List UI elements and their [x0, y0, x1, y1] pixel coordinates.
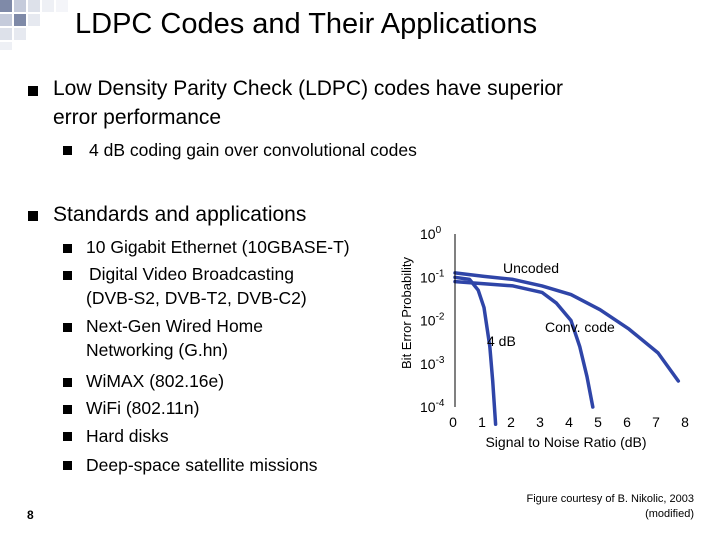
sub-bullet-marker — [63, 405, 72, 414]
y-axis-label: Bit Error Probability — [399, 257, 414, 369]
x-tick-label: 2 — [507, 414, 515, 430]
bullet-text: Low Density Parity Check (LDPC) codes ha… — [53, 77, 564, 100]
sub-bullet-marker — [63, 461, 72, 470]
annotation-gain: 4 dB — [487, 333, 516, 349]
y-tick-label: 10-2 — [420, 312, 445, 329]
bullet-text: Standards and applications — [53, 203, 307, 226]
x-tick-label: 7 — [652, 414, 660, 430]
x-tick-label: 1 — [478, 414, 486, 430]
sub-bullet-text: Networking (G.hn) — [86, 340, 228, 360]
x-tick-label: 5 — [594, 414, 602, 430]
x-tick-label: 4 — [565, 414, 573, 430]
sub-bullet-text: 4 dB coding gain over convolutional code… — [89, 140, 417, 160]
x-tick-label: 6 — [623, 414, 631, 430]
sub-bullet-marker — [63, 271, 72, 280]
credit-line: Figure courtesy of B. Nikolic, 2003 — [526, 493, 694, 505]
y-tick-label: 100 — [420, 225, 442, 242]
sub-bullet-text: Digital Video Broadcasting — [89, 264, 294, 284]
sub-bullet-text: WiFi (802.11n) — [86, 398, 200, 418]
y-tick-label: 10-3 — [420, 355, 445, 372]
curve-1 — [453, 279, 595, 409]
x-axis-label: Signal to Noise Ratio (dB) — [485, 434, 646, 450]
slide-title: LDPC Codes and Their Applications — [75, 8, 538, 40]
curve-0 — [453, 275, 498, 427]
bullet-marker — [28, 86, 38, 96]
sub-bullet-marker — [63, 378, 72, 387]
x-tick-label: 0 — [449, 414, 457, 430]
sub-bullet-text: Next-Gen Wired Home — [86, 316, 263, 336]
x-tick-label: 8 — [681, 414, 689, 430]
sub-bullet-text: WiMAX (802.16e) — [86, 371, 225, 391]
annotation-uncoded: Uncoded — [503, 260, 559, 276]
bullet-marker — [28, 211, 38, 221]
sub-bullet-marker — [63, 432, 72, 441]
corner-decoration — [0, 0, 68, 50]
bullet-text: error performance — [53, 106, 222, 129]
annotation-conv-code: Conv. code — [545, 319, 615, 335]
sub-bullet-marker — [63, 146, 72, 155]
y-tick-label: 10-4 — [420, 398, 445, 415]
sub-bullet-text: 10 Gigabit Ethernet (10GBASE-T) — [86, 237, 350, 257]
sub-bullet-text: (DVB-S2, DVB-T2, DVB-C2) — [86, 288, 307, 308]
sub-bullet-text: Deep-space satellite missions — [86, 455, 318, 475]
curve-2 — [453, 271, 681, 383]
sub-bullet-marker — [63, 323, 72, 332]
page-number: 8 — [27, 508, 34, 522]
y-tick-label: 10-1 — [420, 268, 445, 285]
credit-line: (modified) — [645, 508, 694, 520]
figure-credit: Figure courtesy of B. Nikolic, 2003 (mod… — [526, 492, 694, 522]
sub-bullet-marker — [63, 244, 72, 253]
x-tick-label: 3 — [536, 414, 544, 430]
sub-bullet-text: Hard disks — [86, 426, 169, 446]
